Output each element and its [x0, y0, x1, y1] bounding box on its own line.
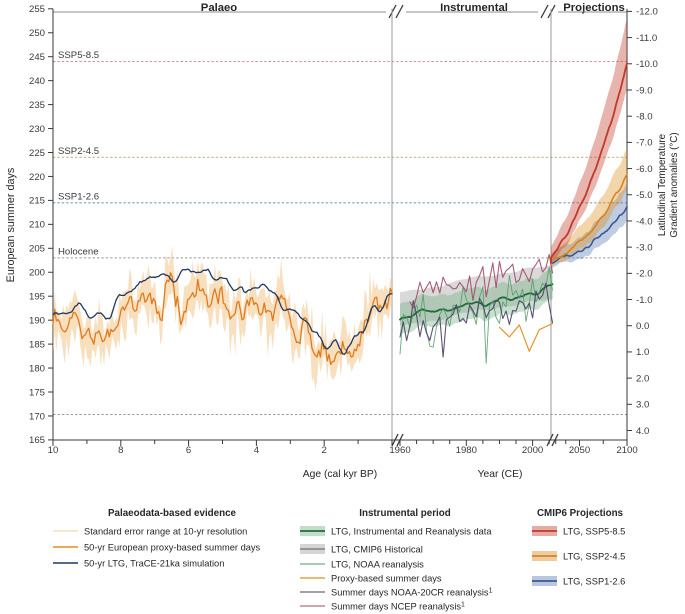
- svg-text:180: 180: [29, 363, 45, 374]
- svg-text:-7.0: -7.0: [636, 138, 653, 149]
- svg-text:0.0: 0.0: [636, 321, 649, 332]
- svg-text:4.0: 4.0: [636, 426, 649, 437]
- svg-text:4: 4: [254, 445, 260, 456]
- svg-text:245: 245: [29, 52, 45, 63]
- svg-text:European summer days: European summer days: [5, 167, 17, 282]
- svg-text:1.0: 1.0: [636, 347, 649, 358]
- svg-text:Gradient anomalies (°C): Gradient anomalies (°C): [669, 132, 680, 237]
- svg-text:220: 220: [29, 172, 45, 183]
- svg-text:2.0: 2.0: [636, 373, 649, 384]
- svg-text:195: 195: [29, 292, 45, 303]
- svg-text:50-yr LTG, TraCE-21ka simulati: 50-yr LTG, TraCE-21ka simulation: [84, 558, 224, 568]
- svg-text:Latitudinal Temperature: Latitudinal Temperature: [657, 133, 668, 236]
- svg-text:LTG, SSP1-2.6: LTG, SSP1-2.6: [563, 576, 625, 586]
- svg-text:235: 235: [29, 100, 45, 111]
- svg-text:LTG, Instrumental and Reanalys: LTG, Instrumental and Reanalysis data: [331, 526, 492, 536]
- svg-text:Summer days NOAA-20CR reanalys: Summer days NOAA-20CR reanalysis1: [331, 587, 493, 598]
- svg-text:190: 190: [29, 315, 45, 326]
- svg-text:2000: 2000: [522, 445, 543, 456]
- svg-text:1980: 1980: [456, 445, 477, 456]
- svg-text:255: 255: [29, 4, 45, 15]
- svg-text:-8.0: -8.0: [636, 111, 653, 122]
- svg-text:Summer days NCEP reanalysis1: Summer days NCEP reanalysis1: [331, 601, 465, 612]
- svg-text:LTG, CMIP6 Historical: LTG, CMIP6 Historical: [331, 544, 423, 554]
- svg-text:6: 6: [186, 445, 191, 456]
- svg-text:Year (CE): Year (CE): [478, 469, 523, 480]
- svg-text:-1.0: -1.0: [636, 295, 653, 306]
- svg-text:-12.0: -12.0: [636, 7, 658, 18]
- svg-text:-9.0: -9.0: [636, 85, 653, 96]
- svg-text:-2.0: -2.0: [636, 269, 653, 280]
- svg-text:50-yr European proxy-based sum: 50-yr European proxy-based summer days: [84, 542, 261, 552]
- svg-text:230: 230: [29, 124, 45, 135]
- svg-text:8: 8: [118, 445, 123, 456]
- svg-text:SSP5-8.5: SSP5-8.5: [58, 50, 99, 61]
- svg-text:Standard error range at 10-yr: Standard error range at 10-yr resolution: [84, 526, 247, 536]
- svg-text:CMIP6 Projections: CMIP6 Projections: [537, 508, 624, 519]
- svg-text:185: 185: [29, 339, 45, 350]
- svg-text:LTG, SSP2-4.5: LTG, SSP2-4.5: [563, 551, 625, 561]
- svg-text:SSP2-4.5: SSP2-4.5: [58, 146, 99, 157]
- svg-text:SSP1-2.6: SSP1-2.6: [58, 191, 99, 202]
- svg-text:-11.0: -11.0: [636, 33, 657, 44]
- svg-text:2: 2: [322, 445, 327, 456]
- svg-text:215: 215: [29, 196, 45, 207]
- svg-text:2050: 2050: [569, 445, 590, 456]
- svg-text:Holocene: Holocene: [58, 246, 99, 257]
- svg-text:240: 240: [29, 76, 45, 87]
- svg-text:LTG, SSP5-8.5: LTG, SSP5-8.5: [563, 526, 625, 536]
- svg-text:205: 205: [29, 244, 45, 255]
- svg-text:LTG, NOAA reanalysis: LTG, NOAA reanalysis: [331, 559, 424, 569]
- svg-text:-3.0: -3.0: [636, 242, 653, 253]
- svg-text:10: 10: [48, 445, 59, 456]
- svg-text:170: 170: [29, 411, 45, 422]
- svg-text:-5.0: -5.0: [636, 190, 653, 201]
- svg-text:1960: 1960: [389, 445, 410, 456]
- svg-text:-10.0: -10.0: [636, 59, 658, 70]
- svg-text:3.0: 3.0: [636, 400, 649, 411]
- svg-text:165: 165: [29, 435, 45, 446]
- svg-text:210: 210: [29, 220, 45, 231]
- svg-text:2100: 2100: [616, 445, 637, 456]
- svg-text:Proxy-based summer days: Proxy-based summer days: [331, 573, 442, 583]
- svg-text:200: 200: [29, 268, 45, 279]
- svg-text:Palaeodata-based evidence: Palaeodata-based evidence: [108, 508, 237, 519]
- svg-text:250: 250: [29, 28, 45, 39]
- svg-text:225: 225: [29, 148, 45, 159]
- svg-text:-4.0: -4.0: [636, 216, 653, 227]
- svg-text:-6.0: -6.0: [636, 164, 653, 175]
- svg-text:Instrumental period: Instrumental period: [359, 508, 450, 519]
- svg-text:Age (cal kyr BP): Age (cal kyr BP): [303, 469, 377, 480]
- svg-text:175: 175: [29, 387, 45, 398]
